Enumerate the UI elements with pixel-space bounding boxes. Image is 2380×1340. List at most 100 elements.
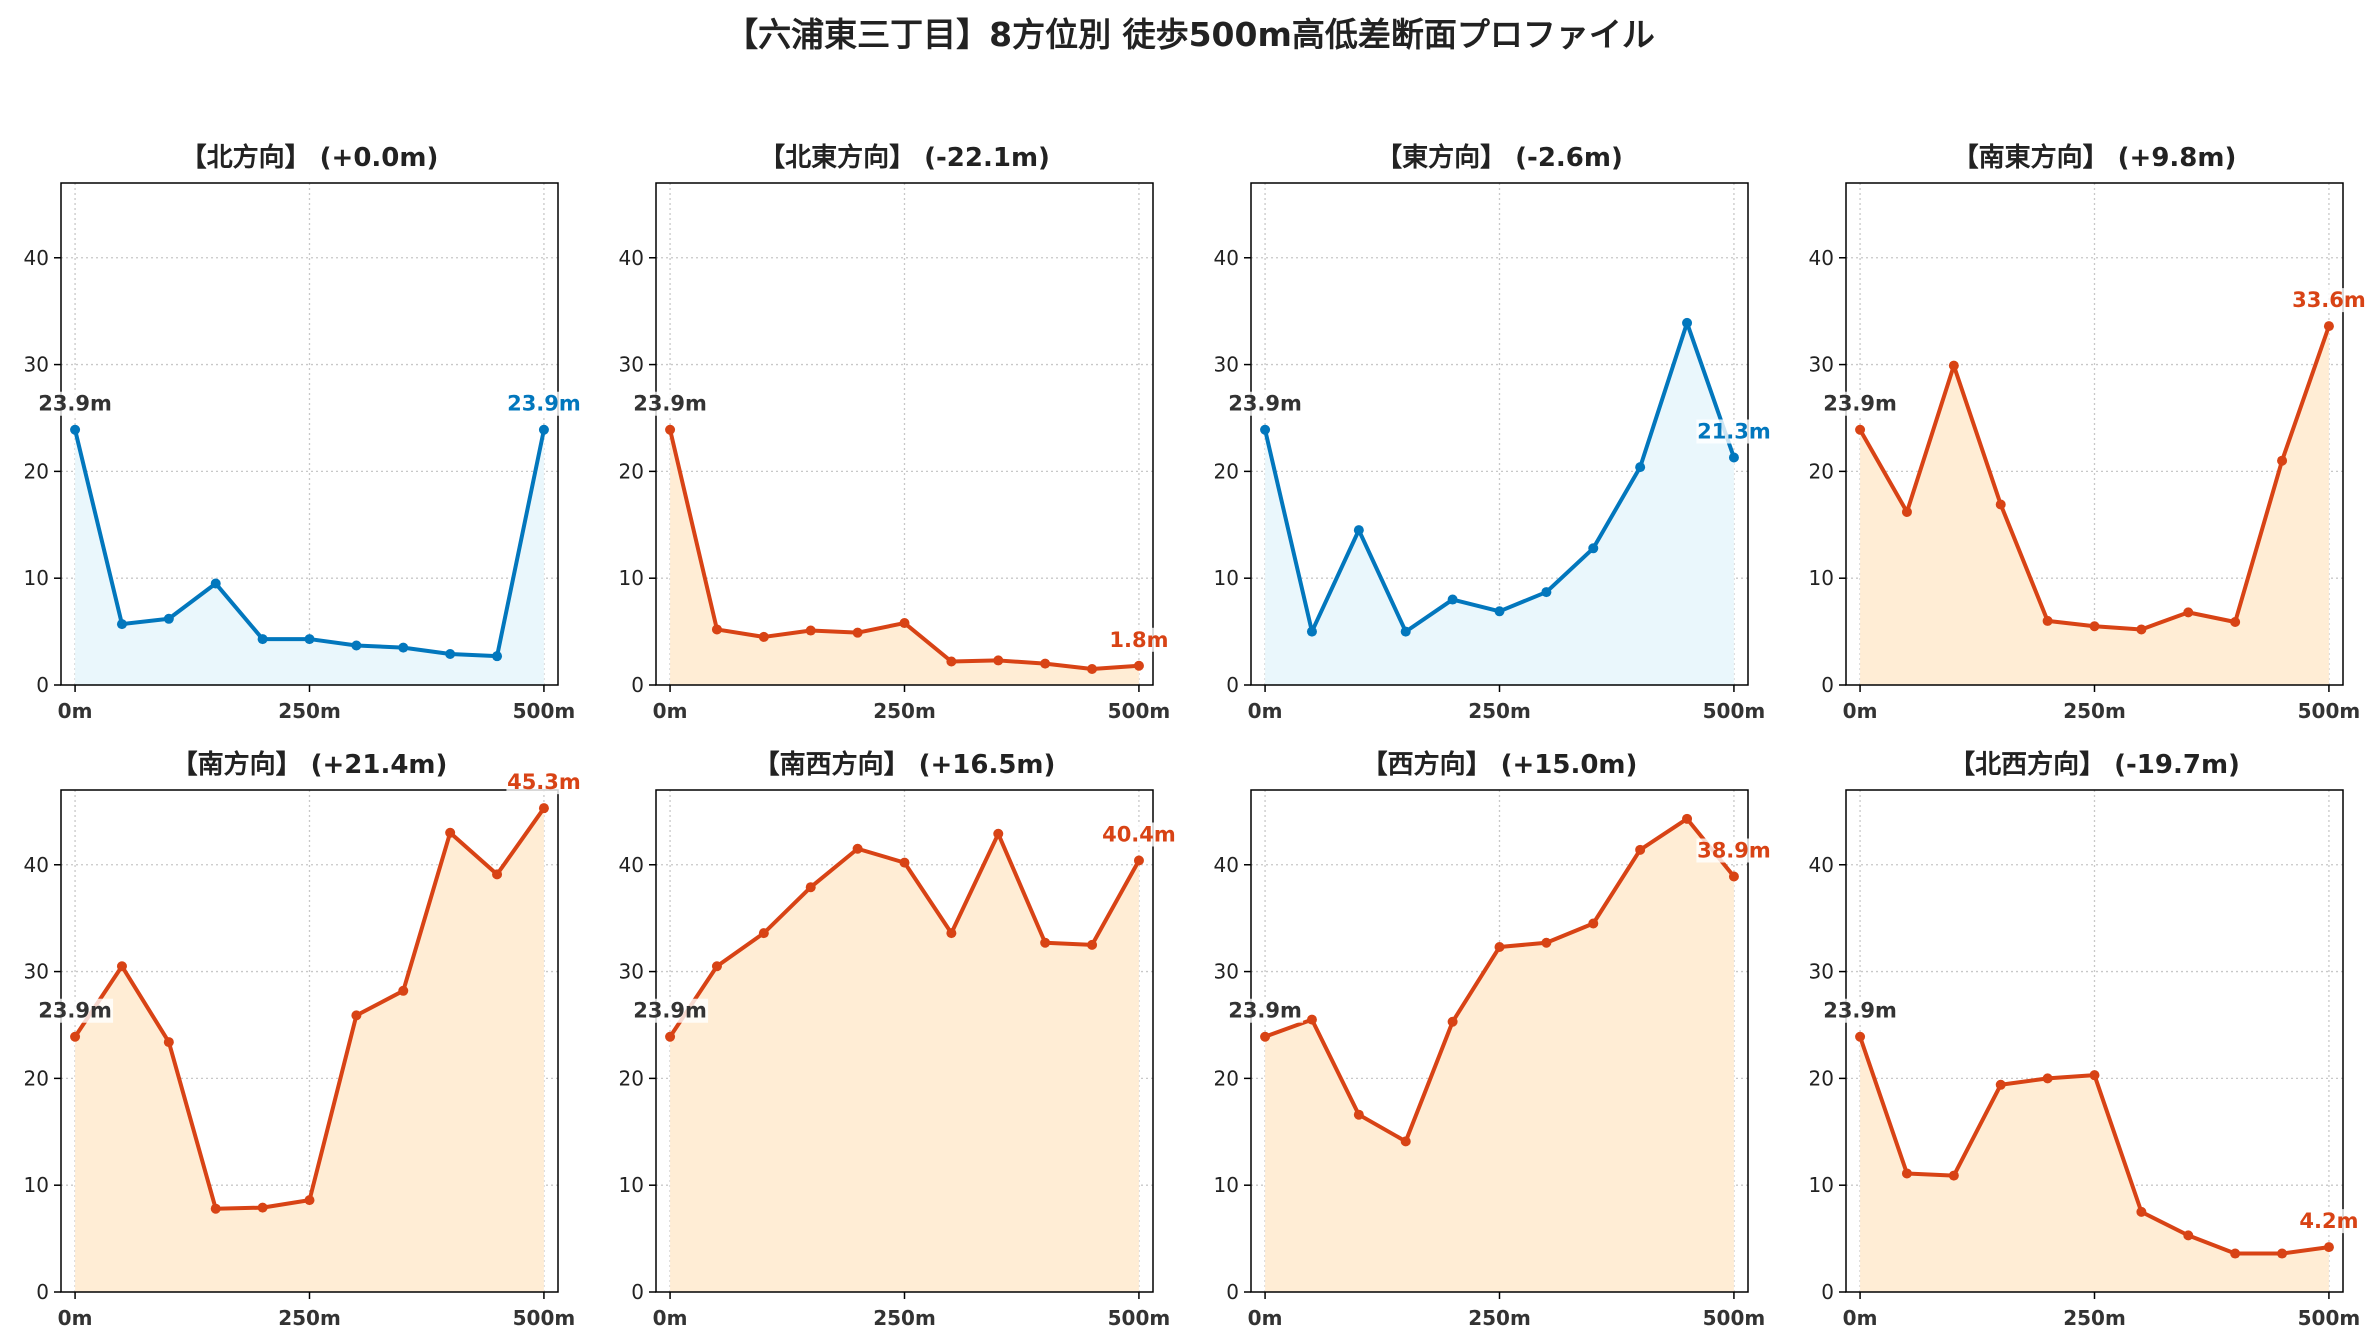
y-tick-label: 10 xyxy=(24,1173,49,1197)
data-point xyxy=(1541,587,1552,598)
data-point xyxy=(1087,663,1098,674)
y-tick-label: 20 xyxy=(1809,1066,1834,1090)
data-point xyxy=(899,618,910,629)
data-point xyxy=(2089,1070,2100,1081)
start-label-bg xyxy=(1822,998,1899,1023)
x-tick-label: 500m xyxy=(1108,699,1171,723)
data-point xyxy=(1040,937,1051,948)
y-tick-label: 30 xyxy=(619,353,644,377)
panel-title: 【東方向】 (-2.6m) xyxy=(1376,142,1623,173)
data-point xyxy=(1353,1109,1364,1120)
data-point xyxy=(257,1202,268,1213)
panel-title: 【南方向】 (+21.4m) xyxy=(172,749,448,780)
data-point xyxy=(899,857,910,868)
start-label: 23.9m xyxy=(633,999,707,1023)
y-tick-label: 10 xyxy=(619,1173,644,1197)
end-label: 1.8m xyxy=(1109,628,1168,652)
y-tick-label: 10 xyxy=(1214,1173,1239,1197)
data-point xyxy=(445,827,456,838)
x-tick-label: 500m xyxy=(513,699,576,723)
data-point xyxy=(2136,624,2147,635)
y-tick-label: 20 xyxy=(1809,459,1834,483)
data-point xyxy=(1087,939,1098,950)
x-tick-label: 500m xyxy=(1108,1306,1171,1330)
data-point xyxy=(492,869,503,880)
data-point xyxy=(852,843,863,854)
data-point xyxy=(116,619,127,630)
y-tick-label: 30 xyxy=(24,353,49,377)
start-label-bg xyxy=(1227,391,1304,416)
data-point xyxy=(2183,1230,2194,1241)
data-point xyxy=(2089,621,2100,632)
data-point xyxy=(1260,1031,1271,1042)
data-point xyxy=(210,578,221,589)
y-tick-label: 30 xyxy=(1214,960,1239,984)
data-point xyxy=(2042,1073,2053,1084)
start-label-bg xyxy=(37,998,114,1023)
data-point xyxy=(1588,918,1599,929)
panel-title: 【西方向】 (+15.0m) xyxy=(1362,749,1638,780)
x-tick-label: 250m xyxy=(2063,1306,2126,1330)
start-label-bg xyxy=(1227,998,1304,1023)
data-point xyxy=(1133,855,1144,866)
y-tick-label: 30 xyxy=(1809,353,1834,377)
data-point xyxy=(665,424,676,435)
x-tick-label: 500m xyxy=(2298,1306,2361,1330)
panel-title: 【南東方向】 (+9.8m) xyxy=(1953,142,2237,173)
data-point xyxy=(1588,543,1599,554)
y-tick-label: 10 xyxy=(24,566,49,590)
x-tick-label: 250m xyxy=(278,1306,341,1330)
chart-panel-6: 【西方向】 (+15.0m) 0 10 20 30 40 0m 250m 500m 23.9m 38… xyxy=(1214,749,1772,1330)
data-point xyxy=(1728,871,1739,882)
x-tick-label: 0m xyxy=(1248,1306,1283,1330)
data-point xyxy=(538,803,549,814)
area-fill xyxy=(1860,1036,2329,1292)
page-title: 【六浦東三丁目】8方位別 徒歩500m高低差断面プロファイル xyxy=(725,15,1655,54)
y-tick-label: 20 xyxy=(1214,1066,1239,1090)
y-tick-label: 30 xyxy=(24,960,49,984)
chart-panel-7: 【北西方向】 (-19.7m) 0 10 20 30 40 0m 250m 500m 23.9m 4… xyxy=(1809,749,2361,1330)
start-label: 23.9m xyxy=(1228,999,1302,1023)
data-point xyxy=(1948,1170,1959,1181)
data-point xyxy=(351,640,362,651)
start-label: 23.9m xyxy=(633,392,707,416)
x-tick-label: 250m xyxy=(2063,699,2126,723)
data-point xyxy=(852,627,863,638)
x-tick-label: 250m xyxy=(873,699,936,723)
y-tick-label: 0 xyxy=(1226,673,1239,697)
y-tick-label: 10 xyxy=(1809,1173,1834,1197)
area-fill xyxy=(75,808,544,1292)
start-label: 23.9m xyxy=(1823,392,1897,416)
x-tick-label: 250m xyxy=(1468,1306,1531,1330)
data-point xyxy=(711,624,722,635)
y-tick-label: 20 xyxy=(619,1066,644,1090)
area-fill xyxy=(1860,326,2329,685)
end-label: 38.9m xyxy=(1697,839,1771,863)
chart-panel-2: 【東方向】 (-2.6m) 0 10 20 30 40 0m 250m 500m 23.9m 21.… xyxy=(1214,142,1772,723)
data-point xyxy=(1995,1079,2006,1090)
data-point xyxy=(210,1203,221,1214)
data-point xyxy=(1494,606,1505,617)
end-label-bg xyxy=(1696,838,1772,863)
data-point xyxy=(398,985,409,996)
x-tick-label: 500m xyxy=(513,1306,576,1330)
data-point xyxy=(1306,1014,1317,1025)
chart-panel-0: 【北方向】 (+0.0m) 0 10 20 30 40 0m 250m 500m 23.9m 23.… xyxy=(24,142,582,723)
y-tick-label: 40 xyxy=(619,246,644,270)
data-point xyxy=(351,1010,362,1021)
data-point xyxy=(1682,317,1693,328)
data-point xyxy=(304,634,315,645)
end-label-bg xyxy=(1101,822,1177,847)
area-fill xyxy=(1265,322,1734,685)
data-point xyxy=(1541,937,1552,948)
start-label: 23.9m xyxy=(38,392,112,416)
start-label-bg xyxy=(632,998,709,1023)
y-tick-label: 10 xyxy=(1214,566,1239,590)
data-point xyxy=(445,649,456,660)
x-tick-label: 0m xyxy=(653,699,688,723)
data-point xyxy=(805,882,816,893)
y-tick-label: 0 xyxy=(1226,1280,1239,1304)
data-point xyxy=(2323,321,2334,332)
end-label: 23.9m xyxy=(507,392,581,416)
